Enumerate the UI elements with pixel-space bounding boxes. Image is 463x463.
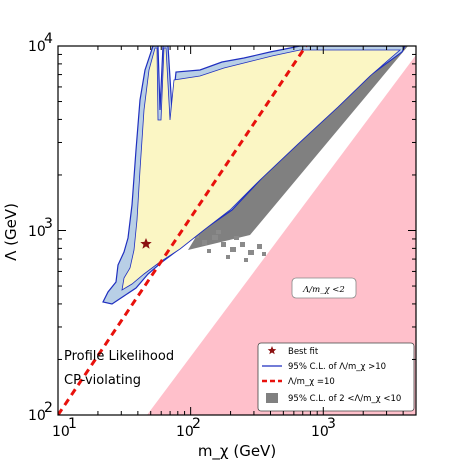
y-tick-exp-4: 4 <box>44 31 53 47</box>
x-tick-exp-2: 2 <box>192 416 201 432</box>
legend-label-best-fit: Best fit <box>288 347 319 357</box>
x-axis-label: m_χ (GeV) <box>198 442 276 461</box>
x-tick-label-1000: 10 <box>311 424 329 440</box>
excluded-region <box>147 55 416 415</box>
y-tick-label-10000: 10 <box>28 39 46 55</box>
legend-label-contour: 95% C.L. of Λ/m_χ >10 <box>288 362 386 372</box>
x-tick-exp-3: 3 <box>327 416 336 432</box>
legend-label-ratio-line: Λ/m_χ =10 <box>288 377 335 387</box>
legend-square-icon <box>266 393 278 403</box>
y-tick-labels: 10 2 10 3 10 4 <box>28 31 53 424</box>
x-tick-labels: 10 1 10 2 10 3 <box>52 416 336 440</box>
annotation-box <box>291 277 357 299</box>
legend-star-icon <box>267 346 277 355</box>
y-tick-label-1000: 10 <box>28 224 46 240</box>
annotation-profile: Profile Likelihood <box>64 349 174 364</box>
legend: Best fit 95% C.L. of Λ/m_χ >10 Λ/m_χ =10… <box>257 342 415 412</box>
y-tick-exp-2: 2 <box>44 400 53 416</box>
best-fit-star <box>140 238 152 249</box>
yellow-region <box>121 47 402 291</box>
tick-marks <box>57 45 417 416</box>
x-tick-exp-1: 1 <box>68 416 77 432</box>
y-axis-label: Λ (GeV) <box>2 203 20 261</box>
y-tick-label-100: 10 <box>28 408 46 424</box>
annotation-box-label: Λ/m_χ <2 <box>302 285 345 295</box>
x-tick-label-10: 10 <box>52 424 70 440</box>
ratio-10-line <box>58 46 308 415</box>
legend-label-grey-band: 95% C.L. of 2 <Λ/m_χ <10 <box>288 394 401 404</box>
x-tick-label-100: 10 <box>176 424 194 440</box>
y-tick-exp-3: 3 <box>44 216 53 232</box>
annotation-cp: CP-violating <box>64 373 141 388</box>
